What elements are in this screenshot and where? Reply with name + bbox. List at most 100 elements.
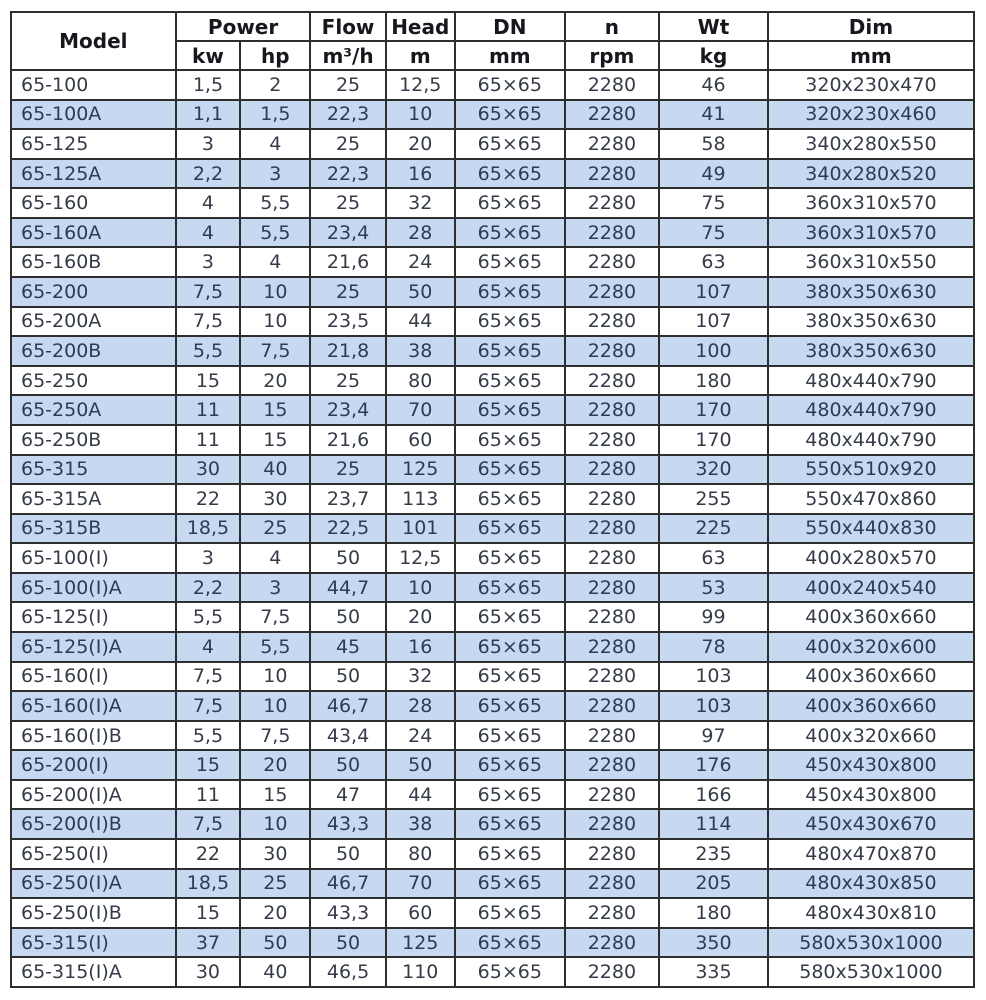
cell-power-kw: 15 <box>174 897 242 929</box>
table-row: 65-200(I)B 7,5 10 43,3 38 65×65 2280 114 450x430… <box>10 808 976 841</box>
cell-head: 24 <box>384 246 456 279</box>
cell-dim: 550x440x830 <box>766 512 976 545</box>
cell-model: 65-315(I) <box>10 926 177 959</box>
column-header-head: Head <box>384 11 456 42</box>
cell-n: 2280 <box>563 719 661 752</box>
cell-n: 2280 <box>563 601 661 633</box>
table-row: 65-200(I) 15 20 50 50 65×65 2280 176 450x430x800 <box>10 749 976 781</box>
cell-flow: 23,4 <box>309 394 387 426</box>
cell-flow: 50 <box>309 542 387 574</box>
unit-header-kw: kw <box>174 40 242 71</box>
cell-flow: 25 <box>309 364 387 397</box>
cell-model: 65-315(I)A <box>10 956 177 988</box>
cell-n: 2280 <box>563 128 661 160</box>
cell-n: 2280 <box>563 69 661 101</box>
cell-n: 2280 <box>563 216 661 249</box>
cell-wt: 350 <box>658 926 769 959</box>
cell-flow: 43,4 <box>309 719 387 752</box>
table-row: 65-125 3 4 25 20 65×65 2280 58 340x280x550 <box>10 128 976 160</box>
cell-power-kw: 2,2 <box>174 157 242 190</box>
header-row-units: kw hp m³/h m mm rpm kg mm <box>11 40 976 71</box>
cell-n: 2280 <box>563 956 661 988</box>
cell-power-hp: 4 <box>239 128 312 160</box>
cell-head: 80 <box>384 364 456 397</box>
cell-dim: 580x530x1000 <box>766 956 976 988</box>
cell-power-hp: 20 <box>239 897 312 929</box>
table-row: 65-315A 22 30 23,7 113 65×65 2280 255 550x470x86… <box>10 483 976 515</box>
cell-model: 65-200(I)A <box>10 778 177 811</box>
table-body: 65-100 1,5 2 25 12,5 65×65 2280 46 320x230x470 65… <box>10 69 976 988</box>
cell-power-hp: 30 <box>239 838 312 870</box>
cell-model: 65-250 <box>10 364 177 397</box>
cell-model: 65-100(I) <box>10 542 177 574</box>
table-row: 65-125(I) 5,5 7,5 50 20 65×65 2280 99 400x360x66… <box>10 601 976 633</box>
cell-dim: 340x280x520 <box>766 157 976 190</box>
cell-model: 65-160A <box>10 216 177 249</box>
cell-head: 32 <box>384 660 456 693</box>
cell-wt: 46 <box>658 69 769 101</box>
cell-wt: 100 <box>658 335 769 367</box>
cell-head: 60 <box>384 423 456 456</box>
cell-dn: 65×65 <box>453 423 566 456</box>
cell-dim: 400x280x570 <box>766 542 976 574</box>
table-row: 65-250B 11 15 21,6 60 65×65 2280 170 480x440x790 <box>10 423 976 456</box>
cell-model: 65-100(I)A <box>10 571 177 604</box>
cell-n: 2280 <box>563 187 661 219</box>
cell-power-hp: 5,5 <box>239 187 312 219</box>
cell-wt: 170 <box>658 394 769 426</box>
cell-head: 12,5 <box>384 542 456 574</box>
table-row: 65-200 7,5 10 25 50 65×65 2280 107 380x350x630 <box>10 276 976 308</box>
table-row: 65-100(I) 3 4 50 12,5 65×65 2280 63 400x280x570 <box>10 542 976 574</box>
column-header-power: Power <box>174 11 312 42</box>
cell-power-hp: 20 <box>239 364 312 397</box>
unit-header-dn: mm <box>453 40 566 71</box>
cell-power-kw: 30 <box>174 453 242 486</box>
cell-model: 65-250B <box>10 423 177 456</box>
cell-dn: 65×65 <box>453 483 566 515</box>
column-header-dn: DN <box>453 11 566 42</box>
cell-head: 16 <box>384 157 456 190</box>
cell-dim: 400x360x660 <box>766 601 976 633</box>
cell-wt: 170 <box>658 423 769 456</box>
cell-wt: 335 <box>658 956 769 988</box>
cell-power-kw: 22 <box>174 483 242 515</box>
cell-flow: 21,6 <box>309 246 387 279</box>
cell-power-kw: 11 <box>174 394 242 426</box>
cell-power-hp: 10 <box>239 305 312 338</box>
cell-n: 2280 <box>563 749 661 781</box>
cell-wt: 63 <box>658 246 769 279</box>
cell-wt: 176 <box>658 749 769 781</box>
cell-n: 2280 <box>563 867 661 900</box>
cell-power-hp: 3 <box>239 571 312 604</box>
cell-head: 10 <box>384 98 456 131</box>
cell-flow: 47 <box>309 778 387 811</box>
pump-spec-table: Model Power Flow Head DN n Wt Dim kw hp … <box>10 11 976 988</box>
cell-n: 2280 <box>563 630 661 663</box>
cell-power-kw: 15 <box>174 749 242 781</box>
cell-flow: 25 <box>309 453 387 486</box>
cell-power-hp: 25 <box>239 512 312 545</box>
cell-head: 113 <box>384 483 456 515</box>
cell-head: 24 <box>384 719 456 752</box>
cell-power-kw: 3 <box>174 542 242 574</box>
cell-dn: 65×65 <box>453 128 566 160</box>
cell-dn: 65×65 <box>453 276 566 308</box>
table-row: 65-160(I) 7,5 10 50 32 65×65 2280 103 400x360x66… <box>10 660 976 693</box>
cell-flow: 44,7 <box>309 571 387 604</box>
cell-power-kw: 30 <box>174 956 242 988</box>
cell-flow: 50 <box>309 601 387 633</box>
cell-power-kw: 3 <box>174 128 242 160</box>
cell-model: 65-200(I) <box>10 749 177 781</box>
cell-dim: 550x510x920 <box>766 453 976 486</box>
cell-dn: 65×65 <box>453 749 566 781</box>
table-row: 65-315(I)A 30 40 46,5 110 65×65 2280 335 580x530… <box>10 956 976 988</box>
cell-dn: 65×65 <box>453 453 566 486</box>
cell-model: 65-100A <box>10 98 177 131</box>
table-header: Model Power Flow Head DN n Wt Dim kw hp … <box>10 11 976 71</box>
cell-dim: 360x310x550 <box>766 246 976 279</box>
cell-dim: 340x280x550 <box>766 128 976 160</box>
table-row: 65-125A 2,2 3 22,3 16 65×65 2280 49 340x280x520 <box>10 157 976 190</box>
cell-power-hp: 25 <box>239 867 312 900</box>
table-row: 65-160(I)A 7,5 10 46,7 28 65×65 2280 103 400x360… <box>10 690 976 722</box>
cell-dn: 65×65 <box>453 926 566 959</box>
